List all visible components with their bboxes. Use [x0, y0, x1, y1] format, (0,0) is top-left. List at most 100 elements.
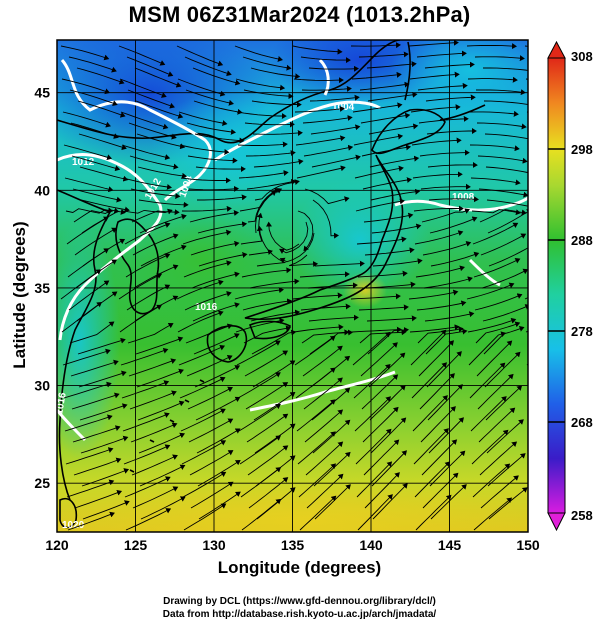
- streamline: [71, 392, 120, 410]
- streamline: [473, 497, 513, 531]
- streamline: [183, 503, 227, 531]
- streamline: [314, 260, 365, 267]
- streamline: [137, 400, 185, 421]
- streamline: [238, 170, 289, 179]
- streamline: [236, 111, 287, 120]
- streamline: [294, 335, 336, 366]
- streamline: [195, 396, 241, 421]
- y-tick-label: 25: [34, 475, 50, 491]
- streamline: [310, 124, 361, 135]
- streamline: [80, 435, 129, 454]
- streamline: [484, 351, 521, 388]
- streamline: [126, 56, 174, 77]
- streamline: [364, 472, 400, 509]
- streamline: [475, 89, 526, 96]
- streamline: [180, 177, 231, 184]
- streamline: [361, 144, 412, 157]
- streamline: [190, 481, 234, 509]
- streamline: [241, 267, 292, 278]
- streamline: [73, 457, 122, 476]
- streamline: [309, 94, 360, 102]
- streamline: [466, 43, 517, 50]
- streamline: [245, 150, 296, 157]
- streamline: [190, 240, 240, 256]
- streamline: [475, 321, 521, 344]
- y-axis: 25 30 35 40 45: [34, 85, 50, 491]
- streamline: [430, 251, 480, 267]
- streamline: [313, 451, 351, 487]
- y-tick-label: 45: [34, 85, 50, 101]
- streamline: [194, 365, 241, 388]
- streamline: [300, 56, 351, 64]
- streamline: [304, 409, 344, 443]
- streamline: [124, 476, 171, 498]
- streamline: [234, 287, 284, 300]
- streamline: [67, 248, 110, 278]
- x-axis-label: Longitude (degrees): [217, 558, 382, 577]
- streamline: [72, 425, 121, 443]
- streamline: [470, 177, 521, 186]
- streamline: [250, 67, 301, 80]
- streamline: [426, 128, 477, 135]
- streamline: [133, 264, 179, 289]
- streamline: [308, 65, 359, 72]
- streamline: [64, 414, 113, 432]
- streamline: [61, 78, 111, 95]
- streamline: [303, 144, 354, 157]
- streamline: [427, 384, 463, 421]
- streamline: [177, 78, 226, 97]
- streamline: [485, 166, 528, 174]
- streamline: [198, 491, 241, 520]
- streamline: [429, 450, 466, 487]
- streamline: [279, 232, 315, 264]
- streamline: [469, 362, 506, 399]
- streamline: [302, 345, 343, 377]
- x-tick-label: 120: [45, 537, 69, 553]
- streamline: [415, 265, 465, 278]
- streamline: [424, 311, 475, 322]
- streamline: [134, 67, 182, 88]
- streamline: [186, 122, 236, 135]
- streamline: [63, 144, 113, 161]
- streamline: [254, 179, 300, 201]
- streamline: [124, 222, 171, 245]
- streamline: [140, 496, 186, 520]
- streamline: [256, 249, 287, 267]
- streamline: [350, 293, 401, 300]
- streamline: [193, 333, 240, 355]
- streamline: [305, 441, 344, 476]
- streamline: [187, 155, 238, 164]
- streamline: [248, 477, 289, 509]
- streamline: [371, 450, 407, 487]
- streamline: [121, 380, 170, 399]
- streamline: [177, 310, 224, 333]
- streamline: [297, 210, 314, 252]
- streamline: [136, 133, 186, 150]
- streamline: [127, 89, 175, 109]
- colorbar: 308 298 288 278 268 258: [547, 40, 593, 532]
- streamline: [67, 511, 115, 531]
- streamline: [182, 229, 232, 245]
- streamline: [415, 494, 452, 531]
- streamline: [371, 223, 422, 234]
- streamline: [180, 408, 226, 432]
- streamline: [254, 423, 296, 454]
- streamline: [176, 279, 224, 300]
- streamline: [418, 340, 454, 377]
- streamline: [467, 76, 518, 83]
- streamline: [302, 114, 353, 124]
- streamline: [370, 188, 421, 201]
- streamline: [66, 216, 109, 245]
- streamline: [122, 177, 172, 190]
- streamline: [362, 177, 412, 190]
- y-tick-label: 30: [34, 378, 50, 394]
- streamline: [372, 258, 423, 267]
- streamline: [135, 336, 184, 355]
- streamline: [197, 221, 248, 234]
- streamline: [130, 188, 181, 199]
- streamline: [193, 100, 243, 115]
- streamline: [478, 407, 516, 443]
- streamline: [481, 268, 528, 289]
- streamline: [77, 337, 126, 355]
- streamline: [72, 188, 122, 203]
